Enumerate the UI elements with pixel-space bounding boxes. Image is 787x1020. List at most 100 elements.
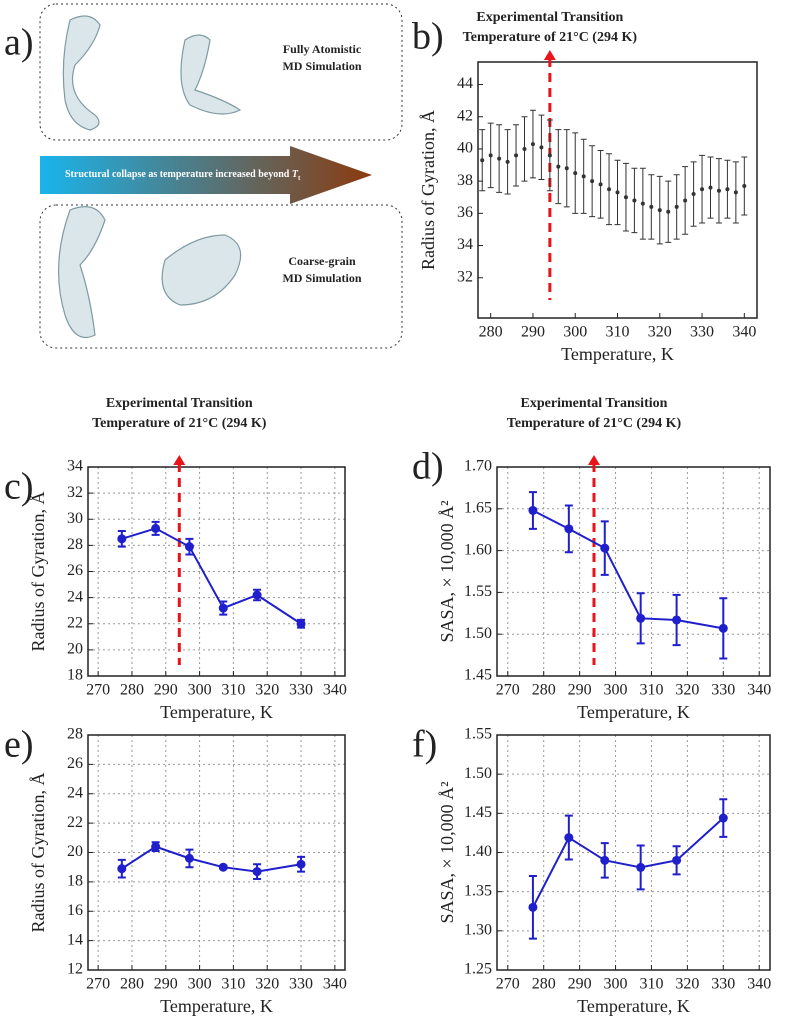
data-point (615, 190, 620, 195)
y-tick-label: 34 (67, 458, 83, 475)
x-tick-label: 280 (120, 976, 144, 993)
data-point (725, 187, 730, 192)
y-tick-label: 18 (67, 667, 83, 684)
data-point (528, 505, 538, 515)
data-point (151, 523, 161, 533)
data-point (733, 190, 738, 195)
data-point (547, 153, 552, 158)
x-tick-label: 310 (606, 324, 630, 341)
data-point (556, 164, 561, 169)
x-tick-label: 310 (639, 682, 663, 699)
plot-frame (87, 466, 346, 677)
y-tick-label: 1.60 (464, 541, 492, 558)
y-axis-label: Radius of Gyration, Å (28, 492, 48, 652)
y-tick-label: 1.45 (464, 804, 492, 821)
data-line (121, 845, 302, 873)
y-axis-label: SASA, × 10,000 Å² (437, 781, 457, 923)
x-axis-label: Temperature, K (561, 344, 674, 364)
data-point (564, 833, 574, 843)
annotation-arrow (587, 455, 600, 465)
protein-sketch (57, 15, 242, 339)
data-point (528, 902, 538, 912)
annotation-arrow (543, 50, 556, 60)
data-point (632, 198, 637, 203)
plot-frame (496, 466, 771, 677)
x-tick-label: 290 (568, 682, 592, 699)
data-point (539, 145, 544, 150)
data-point (252, 867, 262, 877)
y-tick-label: 30 (67, 510, 83, 527)
y-tick-label: 24 (67, 588, 83, 605)
data-point (573, 171, 578, 176)
plot-frame (87, 734, 346, 971)
data-point (640, 201, 645, 206)
data-point (672, 855, 682, 865)
data-point (480, 158, 485, 163)
annotation-arrow (173, 455, 186, 465)
y-tick-label: 1.25 (464, 961, 492, 978)
y-tick-label: 1.50 (464, 625, 492, 642)
data-point (296, 619, 306, 629)
annotation-text: Experimental Transition (476, 10, 623, 25)
data-point (522, 146, 527, 151)
data-point (657, 208, 662, 213)
y-tick-label: 1.70 (464, 458, 492, 475)
x-tick-label: 290 (568, 976, 592, 993)
y-tick-label: 36 (457, 204, 473, 221)
data-point (649, 204, 654, 209)
x-tick-label: 340 (732, 324, 756, 341)
caption: MD Simulation (282, 59, 361, 73)
data-point (708, 185, 713, 190)
data-line (532, 817, 724, 908)
x-tick-label: 300 (604, 976, 628, 993)
arrow-caption-text: Structural collapse as temperature incre… (65, 169, 290, 180)
data-point (666, 209, 671, 214)
plot-frame (496, 734, 771, 971)
caption: Fully Atomistic (283, 42, 362, 56)
x-tick-label: 300 (188, 976, 212, 993)
data-point (497, 156, 502, 161)
x-tick-label: 300 (563, 324, 587, 341)
panel-label: f) (412, 724, 437, 766)
arrow-symbol-sub: t (298, 174, 301, 182)
panel-a: a) Fully Atomistic MD Simulation Structu… (4, 3, 403, 349)
panel-label: a) (4, 22, 34, 64)
y-tick-label: 1.55 (464, 583, 492, 600)
x-tick-label: 290 (154, 976, 178, 993)
data-point (151, 842, 161, 852)
y-tick-label: 1.40 (464, 843, 492, 860)
panel-label: c) (4, 466, 34, 508)
x-tick-label: 330 (690, 324, 714, 341)
y-tick-label: 32 (67, 484, 83, 501)
data-line (121, 527, 302, 625)
data-point (488, 153, 493, 158)
x-axis-label: Temperature, K (577, 996, 690, 1016)
y-axis-label: Radius of Gyration, Å (418, 110, 438, 270)
caption: MD Simulation (282, 271, 361, 285)
box (39, 204, 403, 349)
data-point (600, 855, 610, 865)
data-line (532, 509, 724, 630)
data-point (296, 859, 306, 869)
x-tick-label: 290 (154, 682, 178, 699)
data-point (184, 853, 194, 863)
data-point (607, 187, 612, 192)
x-tick-label: 320 (255, 682, 279, 699)
x-tick-label: 310 (221, 976, 245, 993)
x-tick-label: 270 (496, 682, 520, 699)
x-tick-label: 340 (323, 682, 347, 699)
x-tick-label: 310 (639, 976, 663, 993)
data-point (718, 623, 728, 633)
x-tick-label: 270 (86, 682, 110, 699)
y-tick-label: 12 (67, 961, 83, 978)
data-point (581, 174, 586, 179)
caption: Coarse-grain (288, 254, 356, 268)
x-tick-label: 320 (648, 324, 672, 341)
data-point (636, 613, 646, 623)
arrow-symbol: T (292, 169, 299, 180)
y-tick-label: 26 (67, 755, 83, 772)
data-point (672, 615, 682, 625)
y-axis-label: SASA, × 10,000 Å² (437, 500, 457, 642)
y-tick-label: 42 (457, 107, 473, 124)
